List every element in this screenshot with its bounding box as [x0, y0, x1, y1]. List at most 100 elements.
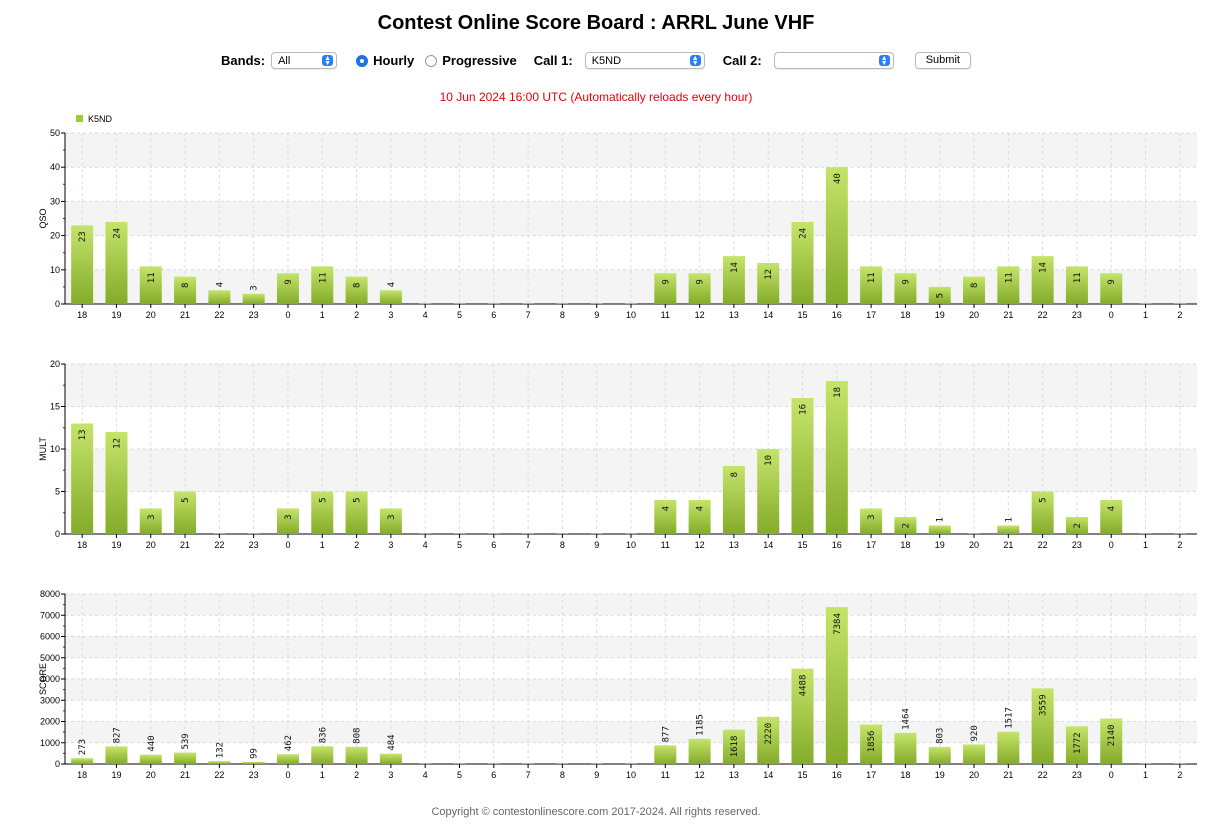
- bar-value-label: 7384: [833, 613, 843, 635]
- progressive-radio[interactable]: [425, 54, 438, 67]
- bar: [654, 273, 677, 304]
- x-tick-label: 11: [661, 770, 670, 780]
- x-tick-label: 0: [1109, 540, 1114, 550]
- hourly-option[interactable]: Hourly: [356, 53, 414, 68]
- bar: [174, 752, 197, 764]
- bar-value-label: 1185: [696, 714, 706, 736]
- x-tick-label: 20: [969, 540, 979, 550]
- bar-value-label: 9: [901, 279, 911, 284]
- x-tick-label: 22: [214, 310, 224, 320]
- bar-value-label: 462: [284, 735, 294, 751]
- bar-value-label: 3559: [1039, 694, 1049, 716]
- bar-value-label: 132: [215, 742, 225, 758]
- x-tick-label: 18: [900, 770, 910, 780]
- hourly-radio[interactable]: [356, 54, 369, 67]
- x-tick-label: 21: [1003, 540, 1013, 550]
- x-tick-label: 19: [111, 540, 121, 550]
- bar-value-label: 10: [764, 455, 774, 466]
- x-tick-label: 15: [798, 770, 808, 780]
- x-tick-label: 20: [146, 310, 156, 320]
- x-tick-label: 10: [626, 540, 636, 550]
- bar-value-label: 4: [696, 506, 706, 511]
- bar: [1031, 256, 1054, 304]
- bar: [139, 508, 162, 534]
- bar: [928, 525, 951, 534]
- x-tick-label: 7: [526, 540, 531, 550]
- bar: [105, 746, 128, 764]
- x-tick-label: 4: [423, 770, 428, 780]
- x-tick-label: 23: [249, 770, 259, 780]
- bar: [654, 745, 677, 764]
- x-tick-label: 6: [491, 540, 496, 550]
- x-tick-label: 3: [388, 770, 393, 780]
- x-tick-label: 22: [1038, 540, 1048, 550]
- bar: [688, 500, 711, 534]
- x-tick-label: 5: [457, 310, 462, 320]
- x-tick-label: 17: [866, 770, 876, 780]
- bands-select[interactable]: All ▲ ▼: [271, 52, 338, 69]
- bar-value-label: 24: [112, 228, 122, 239]
- bar-value-label: 3: [147, 515, 157, 520]
- x-tick-label: 14: [763, 770, 773, 780]
- bar-value-label: 23: [78, 231, 88, 242]
- bar: [1100, 718, 1123, 764]
- bar: [894, 517, 917, 534]
- x-tick-label: 1: [1143, 770, 1148, 780]
- x-tick-label: 23: [249, 310, 259, 320]
- x-tick-label: 2: [1177, 540, 1182, 550]
- x-tick-label: 9: [594, 540, 599, 550]
- bar: [1065, 726, 1088, 764]
- bar-value-label: 3: [284, 515, 294, 520]
- bar-value-label: 836: [318, 727, 328, 743]
- x-tick-label: 23: [1072, 310, 1082, 320]
- y-tick-label: 3000: [40, 695, 60, 705]
- bar: [345, 746, 368, 764]
- x-tick-label: 23: [1072, 540, 1082, 550]
- y-tick-label: 0: [55, 759, 60, 769]
- bar-value-label: 12: [112, 438, 122, 449]
- select-arrows-icon: ▲ ▼: [689, 55, 701, 67]
- x-tick-label: 14: [763, 540, 773, 550]
- x-tick-label: 11: [661, 540, 670, 550]
- bar-value-label: 920: [970, 725, 980, 741]
- x-tick-label: 22: [214, 770, 224, 780]
- bar: [379, 753, 402, 764]
- bar-value-label: 14: [1039, 262, 1049, 273]
- x-tick-label: 0: [1109, 770, 1114, 780]
- bar-value-label: 1: [936, 517, 946, 522]
- bar-value-label: 4: [215, 282, 225, 287]
- bar: [139, 754, 162, 764]
- call1-label: Call 1:: [533, 53, 573, 68]
- y-tick-label: 4000: [40, 674, 60, 684]
- x-tick-label: 1: [320, 310, 325, 320]
- bar-value-label: 13: [78, 430, 88, 441]
- y-tick-label: 5000: [40, 653, 60, 663]
- bar: [276, 508, 299, 534]
- y-tick-label: 5: [55, 487, 60, 497]
- submit-button[interactable]: Submit: [914, 52, 971, 69]
- bar-value-label: 3: [867, 515, 877, 520]
- bar: [928, 746, 951, 764]
- bar: [894, 732, 917, 764]
- bar: [722, 256, 745, 304]
- y-axis-label: QSO: [38, 208, 48, 228]
- x-tick-label: 0: [285, 310, 290, 320]
- bar-value-label: 4: [387, 282, 397, 287]
- select-arrows-icon: ▲ ▼: [878, 55, 890, 67]
- hourly-label: Hourly: [373, 53, 415, 68]
- grid-band: [65, 679, 1197, 701]
- bar-value-label: 11: [1004, 272, 1014, 283]
- footer-copyright: Copyright © contestonlinescore.com 2017-…: [431, 806, 761, 818]
- y-axis-label: SCORE: [38, 663, 48, 695]
- call1-select[interactable]: K5ND ▲ ▼: [584, 52, 705, 69]
- bar-value-label: 803: [936, 728, 946, 744]
- x-tick-label: 20: [146, 540, 156, 550]
- bar-value-label: 4: [661, 506, 671, 511]
- bar: [722, 729, 745, 764]
- bar: [757, 449, 780, 534]
- call2-select[interactable]: ▲ ▼: [773, 52, 894, 69]
- progressive-option[interactable]: Progressive: [425, 53, 517, 68]
- y-tick-label: 50: [50, 128, 60, 138]
- y-tick-label: 7000: [40, 610, 60, 620]
- bar-value-label: 5: [936, 293, 946, 298]
